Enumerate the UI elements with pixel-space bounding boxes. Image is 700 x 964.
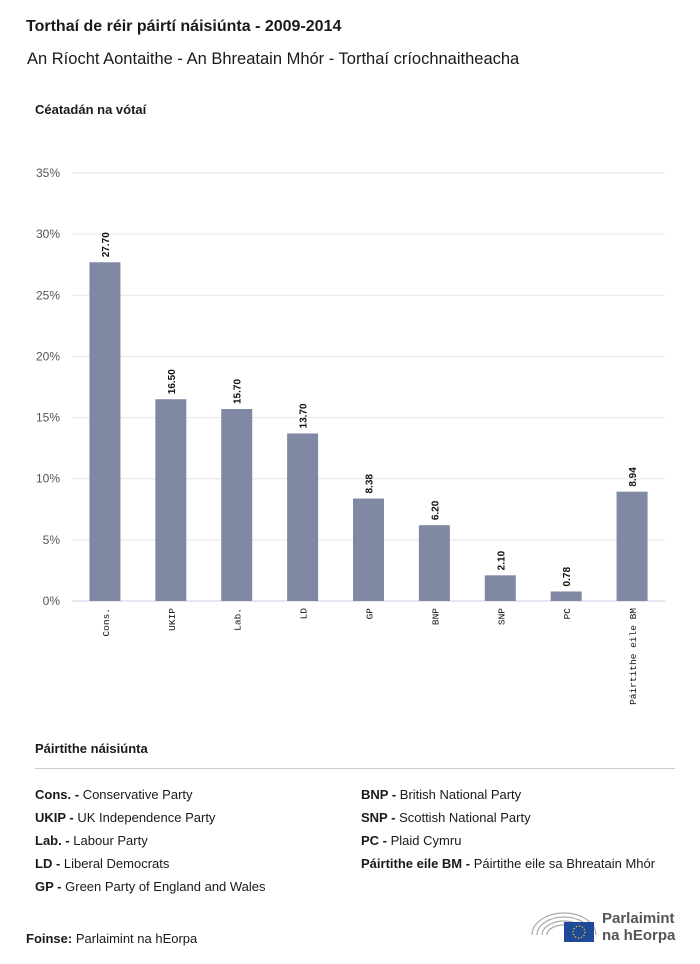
legend-abbr: Cons. - <box>35 787 80 802</box>
x-tick-label: Lab. <box>233 608 244 631</box>
y-tick-label: 5% <box>43 533 61 547</box>
logo-text: Parlaimint na hEorpa <box>602 910 675 944</box>
legend-name: Plaid Cymru <box>390 833 462 848</box>
source: Foinse: Parlaimint na hEorpa <box>26 931 197 946</box>
legend-item: Páirtithe eile BM - Páirtithe eile sa Bh… <box>361 856 655 871</box>
y-tick-label: 20% <box>36 349 60 363</box>
x-tick-label: Cons. <box>101 608 112 637</box>
legend-abbr: Lab. - <box>35 833 70 848</box>
x-tick-label: UKIP <box>167 608 178 631</box>
data-label: 6.20 <box>430 500 441 520</box>
bar <box>89 262 121 601</box>
bar <box>550 591 582 601</box>
data-label: 0.78 <box>562 567 573 587</box>
legend-item: Lab. - Labour Party <box>35 833 148 848</box>
legend-abbr: PC - <box>361 833 387 848</box>
legend-abbr: Páirtithe eile BM - <box>361 856 471 871</box>
y-tick-label: 0% <box>43 594 61 608</box>
legend-name: Green Party of England and Wales <box>65 879 266 894</box>
legend-item: GP - Green Party of England and Wales <box>35 879 266 894</box>
legend-abbr: UKIP - <box>35 810 74 825</box>
legend-item: UKIP - UK Independence Party <box>35 810 215 825</box>
legend-title: Páirtithe náisiúnta <box>35 741 148 756</box>
source-label: Foinse: <box>26 931 73 946</box>
y-tick-label: 25% <box>36 288 60 302</box>
x-tick-label: GP <box>365 608 376 620</box>
bar <box>287 433 319 601</box>
bar <box>155 399 187 601</box>
y-tick-label: 10% <box>36 472 60 486</box>
legend-abbr: SNP - <box>361 810 396 825</box>
legend-name: Liberal Democrats <box>63 856 170 871</box>
x-tick-label: SNP <box>496 608 507 625</box>
legend-name: Conservative Party <box>82 787 193 802</box>
y-tick-label: 30% <box>36 227 60 241</box>
legend-abbr: BNP - <box>361 787 397 802</box>
legend-abbr: GP - <box>35 879 62 894</box>
legend-name: Scottish National Party <box>399 810 531 825</box>
legend-item: SNP - Scottish National Party <box>361 810 531 825</box>
x-tick-label: PC <box>562 608 573 620</box>
legend-abbr: LD - <box>35 856 61 871</box>
bar <box>484 575 516 601</box>
bar <box>353 498 384 601</box>
bar <box>221 409 253 601</box>
legend-name: UK Independence Party <box>77 810 216 825</box>
chart-title: Torthaí de réir páirtí náisiúnta - 2009-… <box>26 18 342 35</box>
bar-chart: 0% 5% 10% 15% 20% 25% 30% 35% 27.70 Cons. 16.50 UKI… <box>36 166 665 705</box>
bar <box>616 491 648 601</box>
data-label: 27.70 <box>101 232 112 257</box>
data-label: 2.10 <box>496 550 507 570</box>
european-parliament-logo <box>531 912 597 942</box>
data-label: 15.70 <box>233 379 244 404</box>
data-label: 16.50 <box>167 369 178 394</box>
logo-line2: na hEorpa <box>602 927 676 944</box>
legend-item: BNP - British National Party <box>361 787 521 802</box>
source-value: Parlaimint na hEorpa <box>75 931 198 946</box>
x-tick-label: BNP <box>430 608 441 625</box>
y-axis-label: Céatadán na vótaí <box>35 102 147 117</box>
logo-line1: Parlaimint <box>602 910 675 927</box>
y-tick-label: 15% <box>36 411 60 425</box>
legend-divider <box>35 768 675 769</box>
legend-name: British National Party <box>399 787 522 802</box>
data-label: 8.38 <box>365 474 376 494</box>
bar <box>418 525 450 601</box>
legend-name: Labour Party <box>73 833 148 848</box>
x-tick-label: LD <box>299 608 310 620</box>
chart-subtitle: An Ríocht Aontaithe - An Bhreatain Mhór … <box>27 50 520 68</box>
x-tick-label: Páirtithe eile BM <box>628 608 639 705</box>
legend-item: PC - Plaid Cymru <box>361 833 461 848</box>
data-label: 13.70 <box>299 403 310 428</box>
legend-item: LD - Liberal Democrats <box>35 856 169 871</box>
legend-name: Páirtithe eile sa Bhreatain Mhór <box>473 856 656 871</box>
y-tick-label: 35% <box>36 166 60 180</box>
data-label: 8.94 <box>628 467 639 487</box>
legend-item: Cons. - Conservative Party <box>35 787 193 802</box>
